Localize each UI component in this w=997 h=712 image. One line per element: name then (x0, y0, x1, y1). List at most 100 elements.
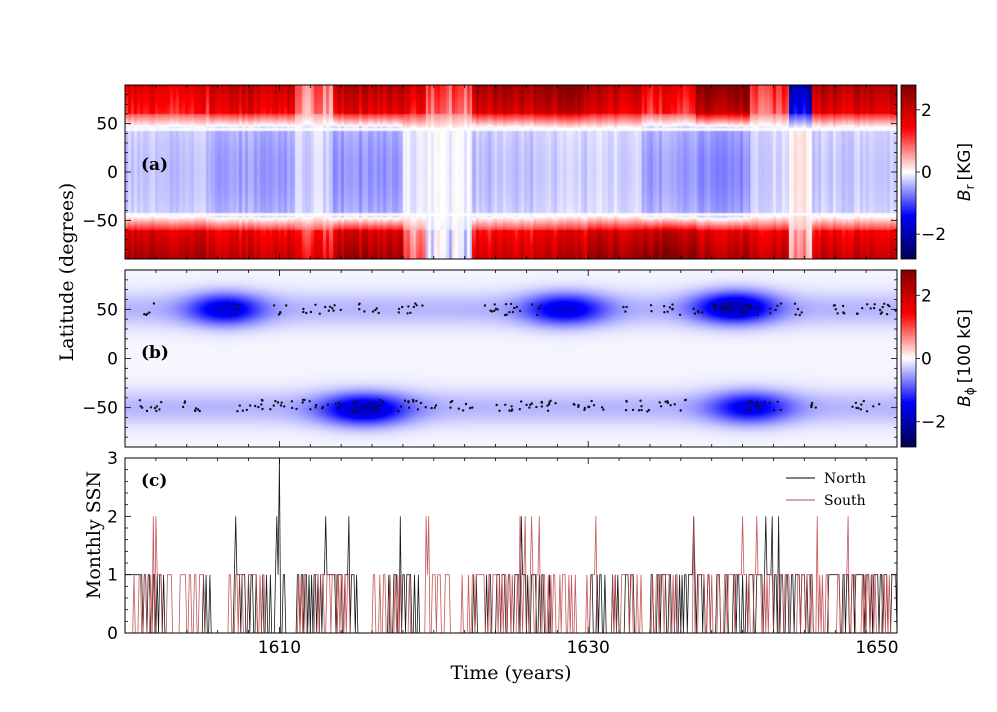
colorbar-b-gradient (900, 269, 917, 448)
sunspot-south (666, 400, 669, 403)
sunspot-north (742, 310, 745, 314)
sunspot-south (451, 399, 454, 403)
sunspot-north (755, 307, 758, 311)
sunspot-south (583, 408, 586, 412)
sunspot-south (658, 401, 661, 404)
sunspot-south (547, 403, 551, 406)
sunspot-north (494, 307, 498, 310)
sunspot-north (880, 311, 884, 314)
sunspot-south (577, 405, 580, 409)
sunspot-north (302, 310, 305, 314)
colorbar-b-ticks: 2 0 −2 (916, 286, 946, 433)
panel-b-ticks (124, 269, 898, 448)
sunspot-south (416, 408, 420, 411)
sunspot-south (269, 408, 272, 411)
sunspot-south (381, 400, 385, 403)
legend-south-label: South (824, 493, 866, 509)
sunspot-north (397, 307, 401, 311)
x-tick-label: 1630 (567, 638, 610, 658)
colorbar-a-label: Br [KG] (955, 143, 977, 201)
sunspot-south (339, 403, 342, 407)
sunspot-south (855, 406, 858, 410)
sunspot-north (363, 310, 366, 313)
sunspot-south (625, 399, 628, 403)
sunspot-north (237, 308, 240, 311)
sunspot-north (377, 311, 380, 315)
sunspot-south (369, 402, 372, 405)
sunspot-north (769, 307, 772, 310)
sunspot-north (671, 307, 674, 311)
sunspot-south (419, 401, 423, 405)
sunspot-south (352, 409, 355, 413)
sunspot-south (520, 400, 523, 403)
sunspot-south (354, 400, 357, 404)
x-tick-label: 1610 (258, 638, 301, 658)
sunspot-south (407, 400, 410, 403)
sunspot-south (857, 407, 860, 410)
sunspot-north (401, 305, 404, 309)
sunspot-south (535, 405, 538, 409)
sunspot-north (143, 313, 146, 316)
sunspot-south (468, 406, 472, 410)
sunspot-south (238, 404, 241, 407)
sunspot-south (400, 405, 403, 408)
sunspot-south (198, 409, 201, 413)
y-tick-label: 1 (107, 566, 118, 586)
sunspot-south (759, 407, 762, 411)
sunspot-north (412, 305, 416, 309)
sunspot-north (712, 304, 716, 307)
sunspot-south (508, 409, 511, 412)
sunspot-north (625, 305, 628, 309)
sunspot-south (241, 409, 244, 412)
sunspot-south (449, 406, 452, 409)
sunspot-north (878, 308, 882, 312)
sunspot-north (856, 312, 859, 315)
colorbar-a-ticks: 2 0 −2 (916, 101, 946, 245)
colorbar-a-gradient (900, 84, 917, 260)
sunspot-south (776, 400, 779, 403)
colorbar-b-label-main: B (955, 395, 975, 407)
sunspot-south (272, 404, 275, 407)
sunspot-north (536, 313, 539, 317)
sunspot-south (181, 405, 185, 409)
sunspot-south (155, 405, 159, 408)
sunspot-south (659, 405, 663, 408)
sunspot-north (649, 304, 653, 307)
sunspot-south (587, 405, 590, 409)
sunspot-south (301, 398, 305, 401)
sunspot-north (668, 306, 672, 309)
sunspot-north (409, 311, 412, 314)
sunspot-north (696, 310, 700, 313)
x-tick-label: 1650 (855, 638, 898, 658)
colorbar-a-label-unit: [KG] (955, 143, 975, 181)
sunspot-north (357, 303, 361, 306)
sunspot-south (511, 408, 514, 411)
sunspot-south (321, 407, 324, 410)
sunspot-north (508, 311, 511, 314)
sunspot-south (860, 403, 863, 406)
panel-a-ticks (124, 84, 898, 260)
sunspot-north (885, 313, 889, 316)
sunspot-south (851, 405, 854, 408)
sunspot-north (414, 302, 417, 305)
panel-a: (a) 50 0 −50 (82, 84, 898, 260)
sunspot-south (153, 406, 157, 410)
sunspot-south (430, 406, 433, 410)
sunspot-south (403, 399, 407, 402)
sunspot-north (692, 307, 695, 310)
colorbar-a: 2 0 −2 Br [KG] (900, 84, 977, 260)
sunspot-south (378, 398, 381, 402)
sunspot-south (461, 409, 465, 412)
sunspot-south (763, 400, 766, 403)
sunspot-south (374, 406, 377, 410)
sunspot-north (872, 306, 876, 310)
sunspot-south (746, 403, 749, 406)
sunspot-north (833, 304, 836, 307)
sunspot-south (683, 399, 687, 402)
sunspot-south (872, 405, 875, 408)
sunspot-north (662, 305, 666, 308)
sunspot-north (671, 303, 674, 306)
sunspot-south (758, 404, 761, 407)
sunspot-south (673, 403, 676, 406)
colorbar-b-label-sub: ϕ (963, 387, 977, 395)
